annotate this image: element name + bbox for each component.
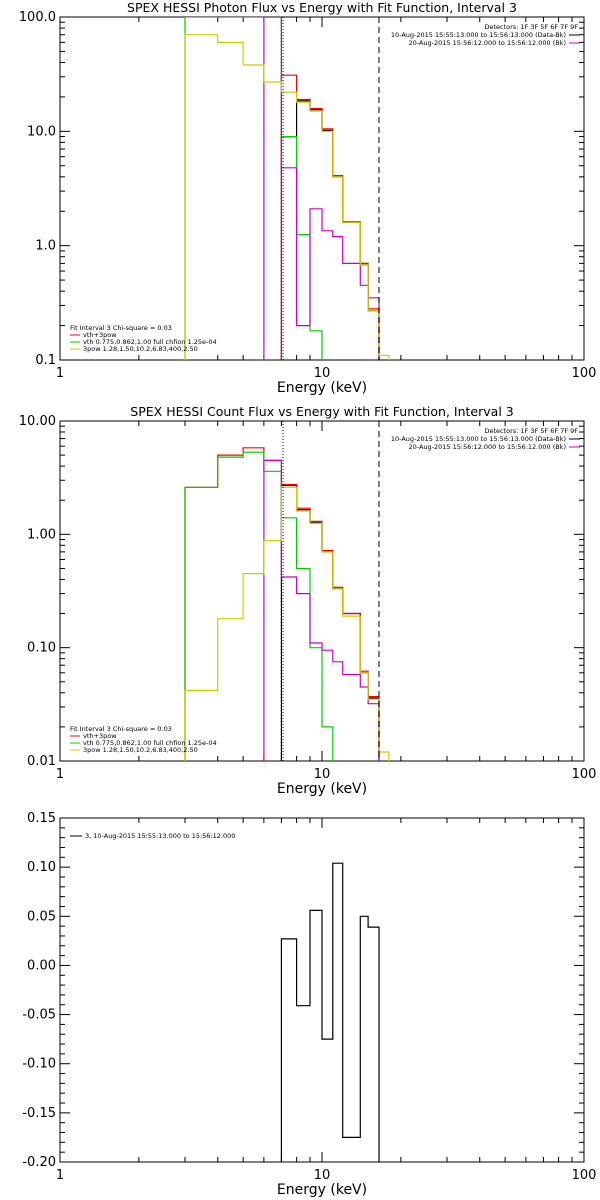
plot-frame — [59, 16, 585, 361]
fit-legend-entry: vth+3pow — [83, 331, 117, 339]
y-tick-label: 1.00 — [27, 527, 56, 542]
y-tick-label: -0.05 — [22, 1008, 56, 1023]
series-group — [184, 447, 390, 761]
y-tick-label: 1.0 — [35, 239, 56, 254]
chart-3: 1 10 100 Energy (keV) -0.20 -0.15 -0.10 -0.05 0.… — [22, 811, 596, 1198]
y-tick-label: 10.0 — [27, 124, 56, 139]
x-tick-label: 1 — [56, 1168, 64, 1183]
y-tick-label: 0.10 — [27, 641, 56, 656]
series-4-line — [263, 459, 380, 761]
y-tick-label: -0.10 — [22, 1057, 56, 1072]
fit-legend-entry: vth 0.775,0.862,1.00 full chfion 1.25e-0… — [83, 338, 217, 346]
series-5-line — [184, 34, 390, 360]
series-5-line — [184, 486, 390, 761]
x-tick-label: 1 — [56, 366, 64, 381]
fit-legend-title: Fit Interval 3 Chi-square = 0.03 — [70, 725, 172, 733]
legend-right-entry: 10-Aug-2015 15:55:13.000 to 15:56:13.000… — [391, 31, 566, 39]
y-tick-label: 100.0 — [19, 10, 56, 25]
y-tick-label: 10.00 — [19, 414, 56, 429]
chart-title: SPEX HESSI Photon Flux vs Energy with Fi… — [127, 0, 517, 15]
detectors-label: Detectors: 1F 3F 5F 6F 7F 9F — [484, 427, 578, 435]
detectors-label: Detectors: 1F 3F 5F 6F 7F 9F — [484, 23, 578, 31]
series-3-line — [184, 451, 334, 761]
legend-right-entry: 20-Aug-2015 15:56:12.000 to 15:56:12.000… — [409, 443, 566, 451]
fit-legend-entry: 3pow 1.28,1.50,10.2,6.83,400,2.50 — [83, 746, 198, 754]
chart-2: SPEX HESSI Count Flux vs Energy with Fit… — [19, 404, 597, 797]
series-group — [280, 862, 380, 1162]
fit-legend-title: Fit Interval 3 Chi-square = 0.03 — [70, 324, 172, 332]
x-tick-label: 100 — [572, 767, 597, 782]
chart-title: SPEX HESSI Count Flux vs Energy with Fit… — [130, 404, 513, 419]
x-tick-label: 100 — [572, 366, 597, 381]
series-3-line — [184, 17, 323, 360]
fit-legend-entry: vth+3pow — [83, 732, 117, 740]
legend-right-entry: 10-Aug-2015 15:55:13.000 to 15:56:13.000… — [391, 435, 566, 443]
y-tick-label: -0.20 — [22, 1155, 56, 1170]
x-tick-label: 10 — [314, 366, 331, 381]
x-tick-label: 10 — [314, 1168, 331, 1183]
fit-legend-entry: vth 0.775,0.862,1.00 full chfion 1.25e-0… — [83, 739, 217, 747]
fit-legend-entry: 3pow 1.28,1.50,10.2,6.83,400,2.50 — [83, 345, 198, 353]
series-4-line — [263, 17, 380, 360]
y-tick-label: 0.01 — [27, 754, 56, 769]
y-tick-label: 0.00 — [27, 958, 56, 973]
y-tick-label: 0.10 — [27, 860, 56, 875]
y-tick-label: -0.15 — [22, 1106, 56, 1121]
x-tick-label: 1 — [56, 767, 64, 782]
y-tick-label: 0.15 — [27, 811, 56, 826]
x-tick-label: 10 — [314, 767, 331, 782]
x-axis-label: Energy (keV) — [277, 781, 367, 797]
legend-entry: 3, 10-Aug-2015 15:55:13.000 to 15:56:12.… — [85, 832, 235, 840]
chart-1: SPEX HESSI Photon Flux vs Energy with Fi… — [19, 0, 597, 396]
series-1-line — [280, 862, 380, 1162]
y-tick-label: 0.05 — [27, 909, 56, 924]
x-axis-label: Energy (keV) — [277, 1182, 367, 1198]
x-tick-label: 100 — [572, 1168, 597, 1183]
y-tick-label: 0.1 — [35, 353, 56, 368]
x-axis-label: Energy (keV) — [277, 380, 367, 396]
series-group — [184, 17, 390, 360]
legend-right-entry: 20-Aug-2015 15:56:12.000 to 15:56:12.000… — [409, 39, 566, 47]
